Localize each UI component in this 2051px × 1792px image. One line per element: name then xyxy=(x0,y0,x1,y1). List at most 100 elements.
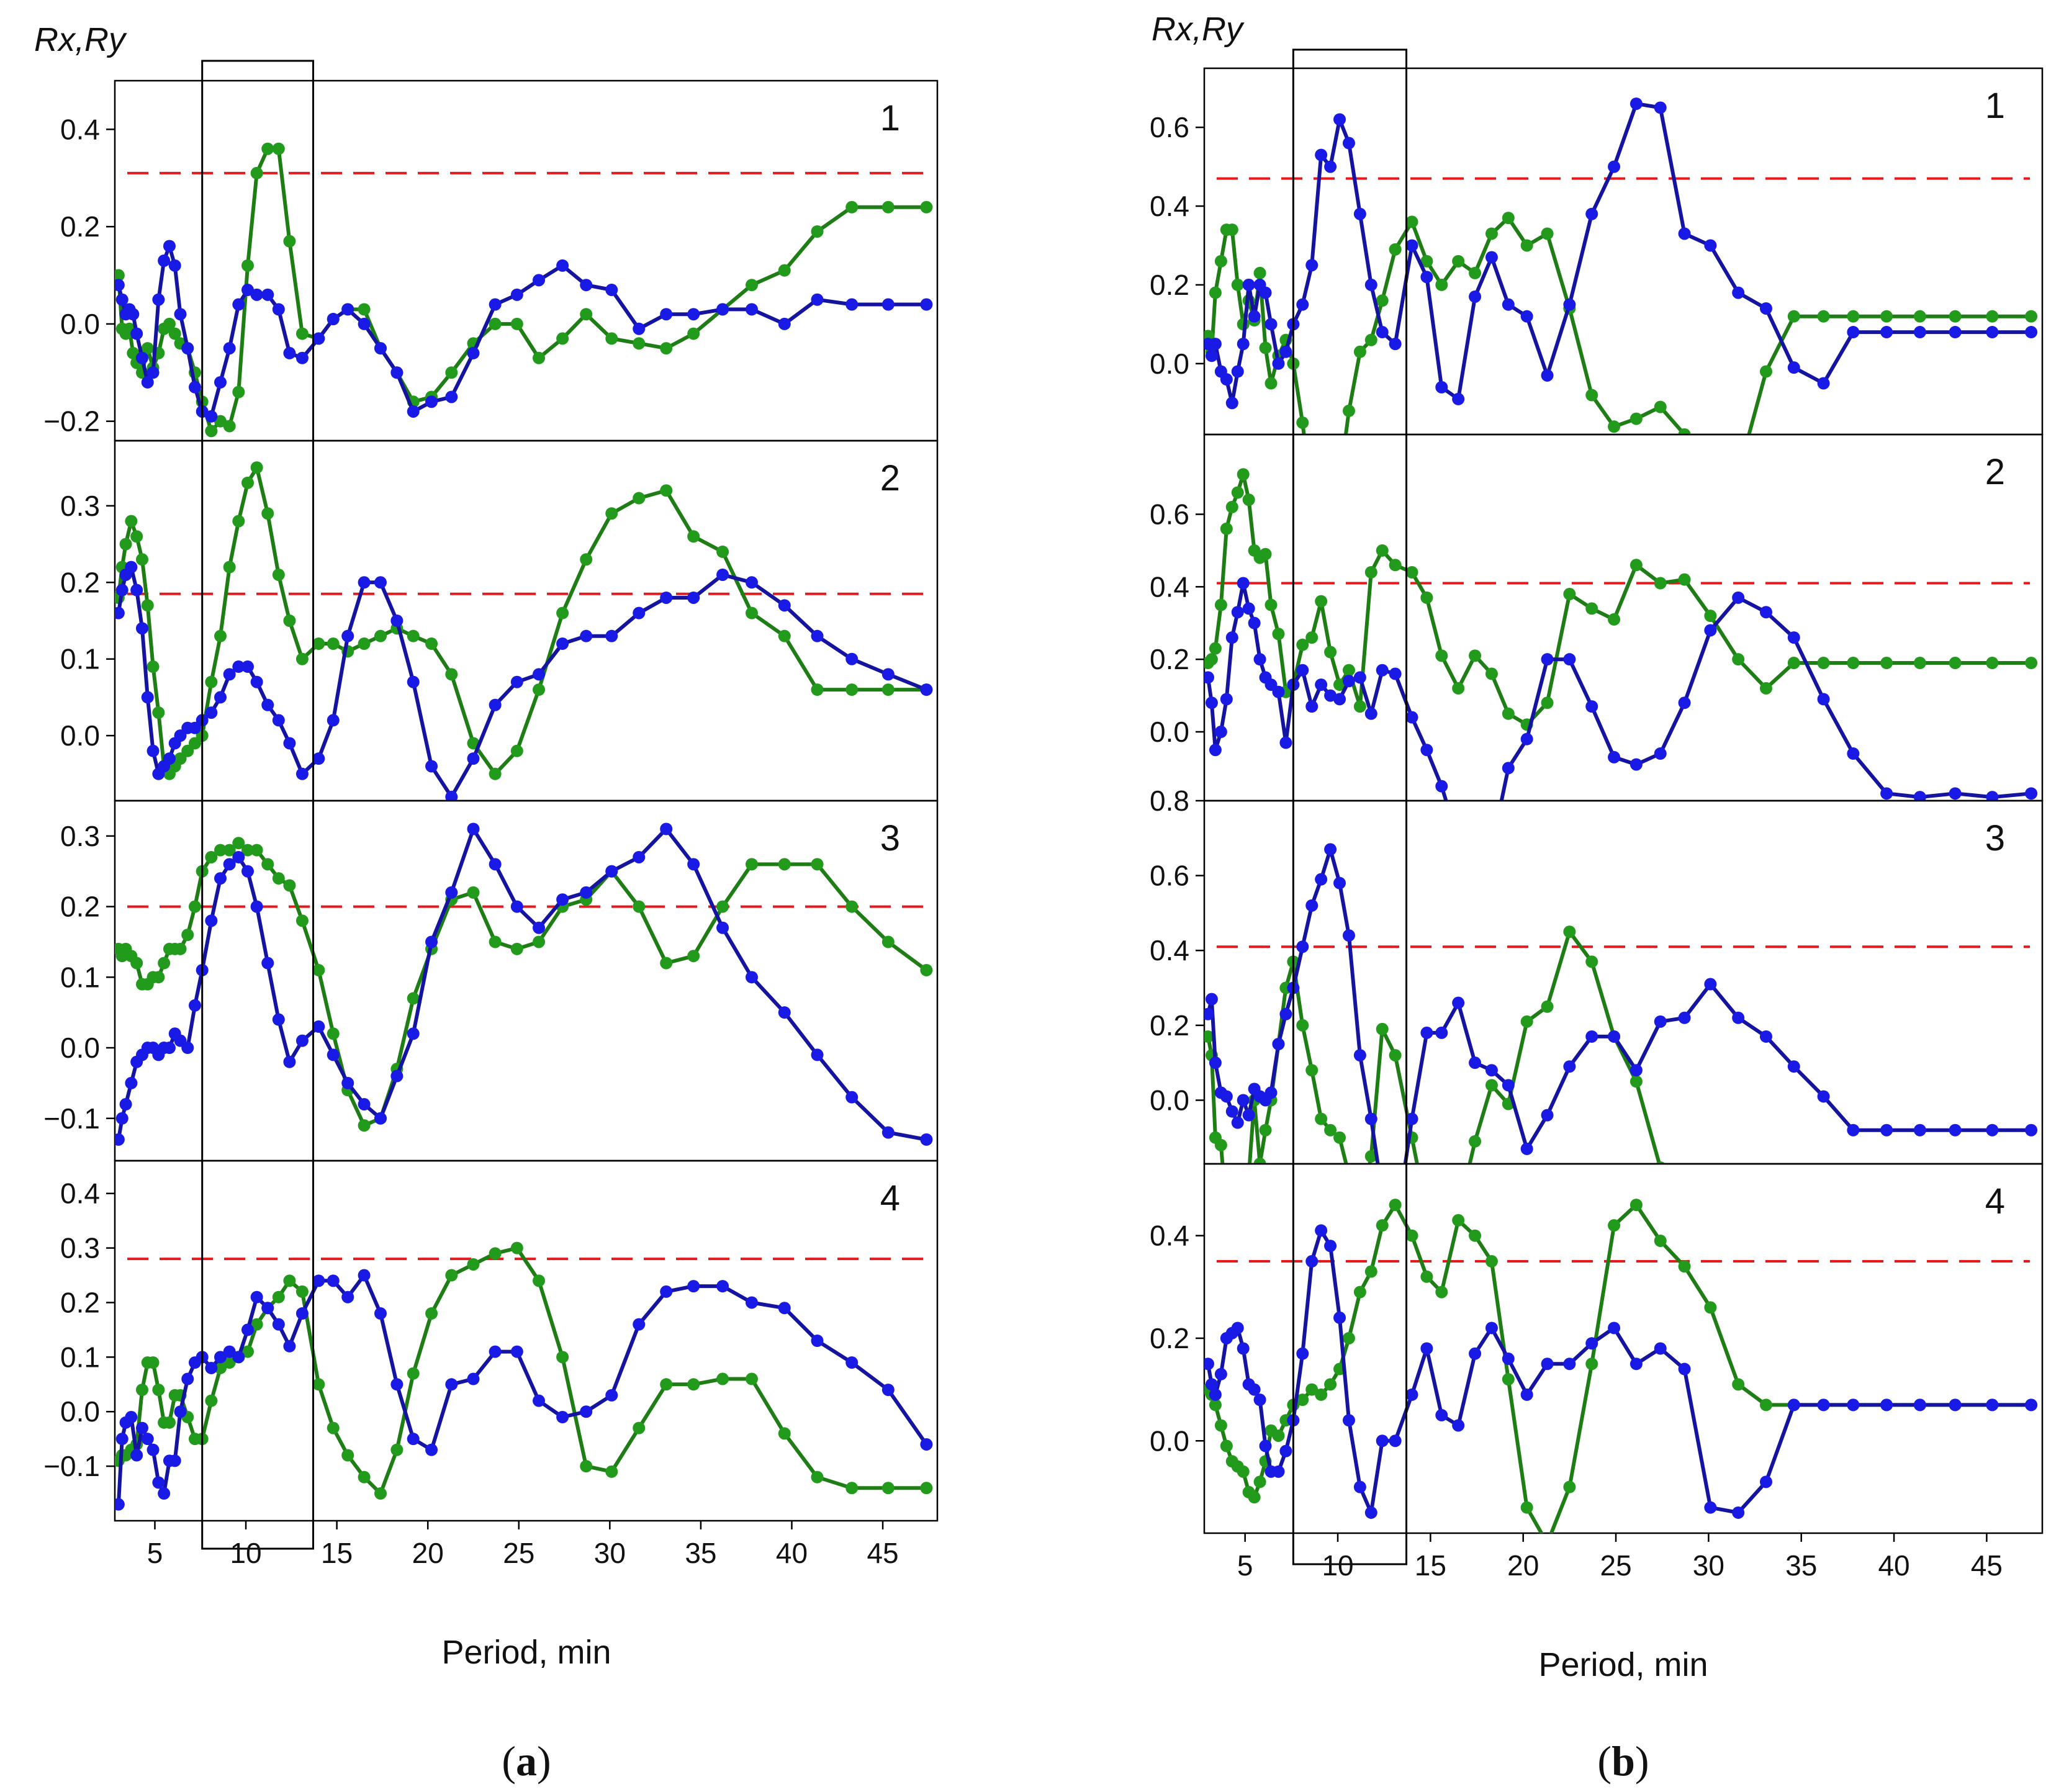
data-point-green xyxy=(716,900,729,913)
y-tick-label: 0.0 xyxy=(1150,1084,1189,1116)
y-tick-label: −0.2 xyxy=(43,405,100,438)
y-tick-label: 0.1 xyxy=(60,961,100,993)
data-point-blue xyxy=(119,1098,132,1111)
data-point-green xyxy=(510,942,523,955)
y-tick-label: 0.2 xyxy=(1150,269,1189,301)
data-point-green xyxy=(135,1384,148,1397)
data-point-blue xyxy=(1231,606,1244,619)
data-point-blue xyxy=(272,714,285,727)
caption-b: (b) xyxy=(1597,1737,1649,1785)
data-point-blue xyxy=(633,322,646,335)
data-point-blue xyxy=(745,971,758,984)
x-tick-label: 35 xyxy=(685,1537,716,1569)
panel-number: 2 xyxy=(880,458,900,498)
y-tick-label: 0.6 xyxy=(1150,111,1189,143)
data-point-green xyxy=(1226,1169,1238,1181)
data-point-blue xyxy=(1452,392,1465,405)
panel-a-3: −0.1 0.0 0.1 0.2 0.3 3 xyxy=(43,799,939,1162)
data-point-blue xyxy=(1405,1112,1418,1125)
data-point-green xyxy=(295,327,309,340)
series-line-green xyxy=(117,841,928,1128)
data-point-green xyxy=(158,957,171,970)
y-tick-label: 0.2 xyxy=(1150,643,1189,675)
data-point-green xyxy=(1231,486,1244,499)
data-point-blue xyxy=(1949,1123,1962,1137)
panel-frame xyxy=(1203,1163,2044,1534)
data-point-green xyxy=(272,872,285,885)
caption-close: ) xyxy=(1635,1737,1649,1785)
y-tick-label: 0.4 xyxy=(60,1177,100,1210)
data-point-blue xyxy=(1949,326,1962,339)
data-point-green xyxy=(1986,310,1999,323)
data-point-blue xyxy=(1986,1123,1999,1137)
data-point-blue xyxy=(241,1323,254,1336)
data-point-green xyxy=(1220,1206,1233,1218)
data-point-blue xyxy=(1520,732,1533,745)
data-point-green xyxy=(1264,377,1278,390)
data-point-blue xyxy=(125,1076,138,1089)
data-point-blue xyxy=(1305,700,1318,713)
data-point-blue xyxy=(407,405,420,418)
data-point-blue xyxy=(660,822,673,835)
y-tick-label: 0.2 xyxy=(60,1286,100,1318)
data-point-green xyxy=(1405,215,1418,228)
data-point-green xyxy=(1541,696,1554,709)
data-point-blue xyxy=(1435,1026,1448,1039)
data-point-blue xyxy=(1986,1398,1999,1412)
data-point-green xyxy=(283,1274,296,1287)
data-point-green xyxy=(1435,278,1448,291)
data-point-green xyxy=(1389,1049,1402,1062)
data-point-green xyxy=(580,553,593,566)
data-point-green xyxy=(1608,420,1621,433)
data-point-green xyxy=(115,269,125,282)
data-point-blue xyxy=(1259,286,1272,299)
data-point-green xyxy=(272,142,285,155)
data-point-green xyxy=(1342,664,1355,677)
plot-area xyxy=(115,142,933,438)
data-point-blue xyxy=(1630,1064,1643,1077)
data-point-blue xyxy=(716,1280,729,1293)
data-point-green xyxy=(660,484,673,497)
data-point-green xyxy=(1214,1138,1227,1151)
data-point-green xyxy=(811,858,824,871)
data-point-blue xyxy=(1502,1353,1515,1366)
data-point-green xyxy=(1787,657,1800,670)
data-point-green xyxy=(1563,925,1576,939)
y-tick-label: 0.6 xyxy=(1150,860,1189,892)
data-point-green xyxy=(489,767,502,780)
data-point-green xyxy=(633,337,646,350)
data-point-green xyxy=(1502,707,1515,720)
data-point-green xyxy=(1237,1465,1250,1478)
data-point-green xyxy=(845,1482,859,1495)
y-tick-label: 0.8 xyxy=(1150,785,1189,817)
series-line-blue xyxy=(1206,581,2032,801)
data-point-blue xyxy=(1485,251,1498,264)
data-point-green xyxy=(1502,1373,1515,1386)
data-point-blue xyxy=(1520,1142,1533,1155)
data-point-green xyxy=(1253,1158,1266,1164)
data-point-blue xyxy=(1204,1007,1214,1020)
data-point-blue xyxy=(130,583,143,597)
data-point-blue xyxy=(232,660,245,673)
data-point-blue xyxy=(181,1372,194,1385)
data-point-green xyxy=(1214,598,1227,611)
data-point-green xyxy=(283,879,296,892)
data-point-blue xyxy=(205,706,218,719)
data-point-green xyxy=(1880,657,1893,670)
data-point-blue xyxy=(1209,1388,1222,1401)
data-point-blue xyxy=(1913,791,1926,801)
data-point-blue xyxy=(1214,726,1227,739)
data-point-green xyxy=(1630,1199,1643,1212)
data-point-green xyxy=(1376,1219,1389,1232)
data-point-blue xyxy=(1389,1434,1402,1448)
data-point-blue xyxy=(163,752,176,765)
data-point-blue xyxy=(125,561,138,574)
x-tick-label: 5 xyxy=(147,1537,163,1569)
data-point-blue xyxy=(1420,1342,1433,1355)
data-point-blue xyxy=(1205,696,1218,709)
data-point-blue xyxy=(633,606,646,619)
data-point-blue xyxy=(1817,1398,1830,1412)
data-point-blue xyxy=(845,1356,859,1369)
x-tick-label: 25 xyxy=(503,1537,534,1569)
